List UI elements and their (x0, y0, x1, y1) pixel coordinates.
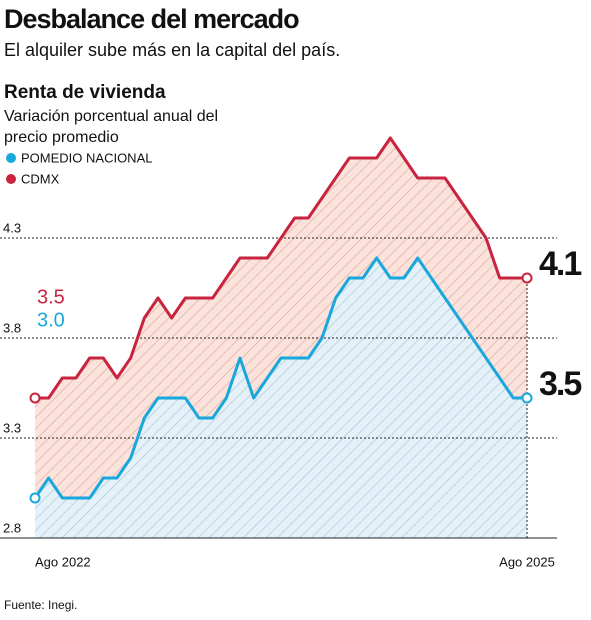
value-label: 3.5 (539, 365, 581, 403)
legend-label: POMEDIO NACIONAL (21, 150, 152, 165)
point (29, 492, 41, 504)
chart-subtitle: Variación porcentual anual del precio pr… (4, 108, 219, 146)
line (35, 136, 527, 400)
area-gap (35, 138, 527, 498)
legend-swatch (6, 153, 16, 163)
point (521, 272, 533, 284)
x-tick-label: Ago 2022 (35, 554, 91, 569)
value-label: 3.0 (37, 309, 65, 331)
area-national (35, 258, 527, 538)
value-label: 4.1 (539, 245, 581, 283)
chart-title: Renta de vivienda (4, 82, 166, 103)
value-label: 3.5 (37, 286, 65, 308)
y-tick-label: 3.8 (3, 320, 21, 335)
title: Desbalance del mercado (4, 4, 300, 34)
y-tick-label: 4.3 (3, 220, 21, 235)
line (33, 256, 527, 500)
source: Fuente: Inegi. (4, 598, 78, 612)
x-tick-label: Ago 2025 (499, 554, 555, 569)
legend-swatch (6, 174, 16, 184)
subtitle: El alquiler sube más en la capital del p… (4, 40, 341, 60)
y-tick-label: 2.8 (3, 520, 21, 535)
y-tick-label: 3.3 (3, 420, 21, 435)
point (29, 392, 41, 404)
legend-label: CDMX (21, 171, 60, 186)
point (521, 392, 533, 404)
